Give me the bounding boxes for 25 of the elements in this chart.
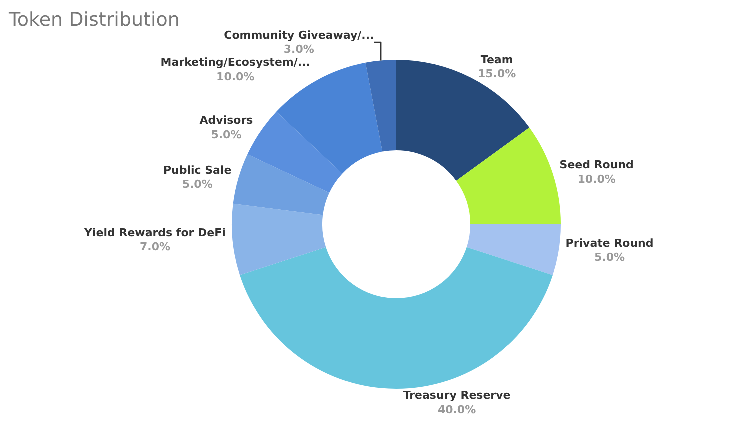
donut-slice <box>466 224 561 276</box>
slice-label: Community Giveaway/... <box>224 28 374 42</box>
data-label: 5.0% <box>211 128 242 142</box>
slice-label: Public Sale <box>163 164 232 177</box>
data-label: 10.0% <box>216 70 255 84</box>
slice-label: Team <box>480 53 514 66</box>
slice-label: Treasury Reserve <box>403 389 511 402</box>
data-label: 5.0% <box>182 178 213 192</box>
slice-label: Private Round <box>566 236 654 250</box>
donut-slice <box>233 154 330 216</box>
donut-slice <box>232 204 326 276</box>
data-label: 3.0% <box>284 43 314 56</box>
slice-label: Marketing/Ecosystem/... <box>160 56 310 70</box>
data-label: 7.0% <box>140 240 170 254</box>
data-label: 15.0% <box>478 68 516 81</box>
donut-slice <box>366 60 396 152</box>
chart-title: Token Distribution <box>8 8 180 31</box>
data-label: 40.0% <box>438 403 476 416</box>
slice-label: Yield Rewards for DeFi <box>84 226 226 240</box>
donut-slice <box>456 128 561 224</box>
data-label: 10.0% <box>578 173 616 186</box>
data-label: 5.0% <box>594 251 626 264</box>
slice-label: Advisors <box>200 114 254 128</box>
slice-label: Seed Round <box>560 158 634 172</box>
donut-slice <box>240 247 553 389</box>
